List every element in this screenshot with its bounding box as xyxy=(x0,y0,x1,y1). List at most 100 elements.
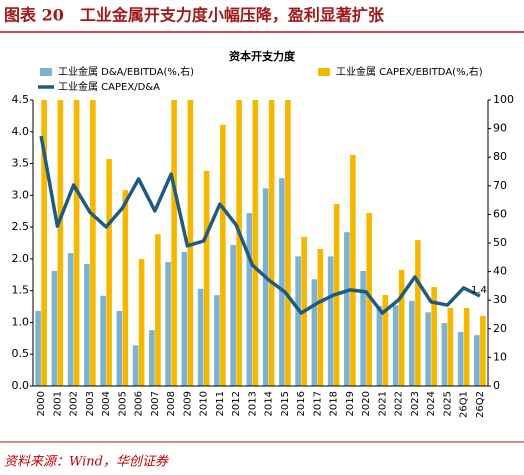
legend-swatch xyxy=(318,68,330,76)
bar xyxy=(441,323,448,386)
y-tick-label: 2.5 xyxy=(12,220,30,233)
x-tick-label: 2025 xyxy=(442,391,453,416)
page-title: 图表 20 工业金属开支力度小幅压降，盈利显著扩张 xyxy=(4,6,385,25)
y2-tick-label: 50 xyxy=(493,236,507,249)
y-tick-label: 3.0 xyxy=(12,188,30,201)
line xyxy=(39,135,481,315)
bar xyxy=(73,100,80,386)
bar xyxy=(252,100,259,386)
bar xyxy=(285,100,291,386)
bar xyxy=(187,100,194,386)
x-tick-label: 2020 xyxy=(361,391,372,416)
bar xyxy=(220,124,226,386)
x-tick-label: 26Q2 xyxy=(475,391,486,418)
y-tick-label: 1.5 xyxy=(12,284,30,297)
bar xyxy=(197,288,204,386)
y2-tick-label: 80 xyxy=(493,150,507,163)
x-tick-label: 2011 xyxy=(215,391,226,416)
bar xyxy=(327,256,334,386)
y2-tick-label: 90 xyxy=(493,122,507,135)
x-tick-label: 2013 xyxy=(247,391,258,416)
bar xyxy=(138,259,145,386)
bar xyxy=(431,287,437,386)
y2-tick-label: 60 xyxy=(493,207,507,220)
x-tick-label: 2015 xyxy=(280,391,291,416)
x-tick-label: 2000 xyxy=(36,391,47,416)
bar xyxy=(51,270,58,386)
bar xyxy=(155,234,161,386)
x-tick-label: 2021 xyxy=(377,391,388,416)
bar xyxy=(100,295,106,386)
bar xyxy=(425,312,431,386)
legend-label: 工业金属 D&A/EBITDA(%,右) xyxy=(58,65,194,78)
annotation: 1.4 xyxy=(471,285,487,296)
x-tick-label: 2004 xyxy=(101,391,112,416)
bar xyxy=(268,100,275,386)
y2-tick-label: 0 xyxy=(493,379,500,392)
bar xyxy=(106,158,112,386)
y2-tick-label: 10 xyxy=(493,350,507,363)
chart-title: 资本开支力度 xyxy=(229,49,296,63)
bar xyxy=(214,295,220,386)
x-tick-label: 2012 xyxy=(231,391,242,416)
y-tick-label: 1.0 xyxy=(12,315,30,328)
bar xyxy=(350,154,356,386)
bar xyxy=(360,270,366,386)
legend-label: 工业金属 CAPEX/D&A xyxy=(58,80,160,93)
y-tick-label: 2.0 xyxy=(12,252,30,265)
bar xyxy=(35,311,41,386)
bar xyxy=(90,100,96,386)
bar xyxy=(311,279,318,386)
bar xyxy=(344,232,350,386)
y-tick-label: 4.5 xyxy=(12,93,30,106)
bar xyxy=(41,100,47,386)
x-tick-label: 2017 xyxy=(312,391,323,416)
bar xyxy=(67,253,74,386)
bar xyxy=(415,240,421,386)
x-tick-label: 2010 xyxy=(199,391,210,416)
x-tick-label: 2001 xyxy=(52,391,63,416)
bar xyxy=(376,305,383,386)
y-tick-label: 3.5 xyxy=(12,157,30,170)
bar xyxy=(409,300,415,386)
bar xyxy=(203,170,210,386)
x-tick-label: 2007 xyxy=(150,391,161,416)
legend-label: 工业金属 CAPEX/EBITDA(%,右) xyxy=(336,65,483,78)
x-tick-label: 2024 xyxy=(426,391,437,416)
y2-tick-label: 70 xyxy=(493,179,507,192)
x-tick-label: 26Q1 xyxy=(459,391,470,418)
y-tick-label: 0.0 xyxy=(12,379,30,392)
x-tick-label: 2008 xyxy=(166,391,177,416)
x-tick-label: 2016 xyxy=(296,391,307,416)
y2-tick-label: 20 xyxy=(493,322,507,335)
bar xyxy=(447,307,454,386)
x-tick-label: 2018 xyxy=(329,391,340,416)
bar xyxy=(236,100,242,386)
bar xyxy=(149,330,155,386)
source: 资料来源：Wind，华创证券 xyxy=(4,455,169,470)
bar xyxy=(165,262,171,386)
bar xyxy=(480,315,486,386)
bar xyxy=(398,269,405,386)
legend-swatch xyxy=(40,68,52,76)
bar xyxy=(279,178,285,386)
bar xyxy=(230,244,236,386)
y2-tick-label: 100 xyxy=(493,93,514,106)
bar xyxy=(382,295,389,386)
x-tick-label: 2003 xyxy=(85,391,96,416)
bar xyxy=(122,190,129,386)
y2-tick-label: 30 xyxy=(493,293,507,306)
bar xyxy=(474,335,480,386)
bar xyxy=(317,249,324,386)
x-tick-label: 2002 xyxy=(69,391,80,416)
y-tick-label: 0.5 xyxy=(12,347,30,360)
bar xyxy=(366,212,372,386)
bar xyxy=(463,307,470,386)
bar xyxy=(132,345,139,386)
x-tick-label: 2005 xyxy=(117,391,128,416)
bar xyxy=(116,311,123,386)
bar xyxy=(84,263,90,386)
x-tick-label: 2014 xyxy=(264,391,275,416)
x-tick-label: 2023 xyxy=(410,391,421,416)
bar xyxy=(181,251,188,386)
